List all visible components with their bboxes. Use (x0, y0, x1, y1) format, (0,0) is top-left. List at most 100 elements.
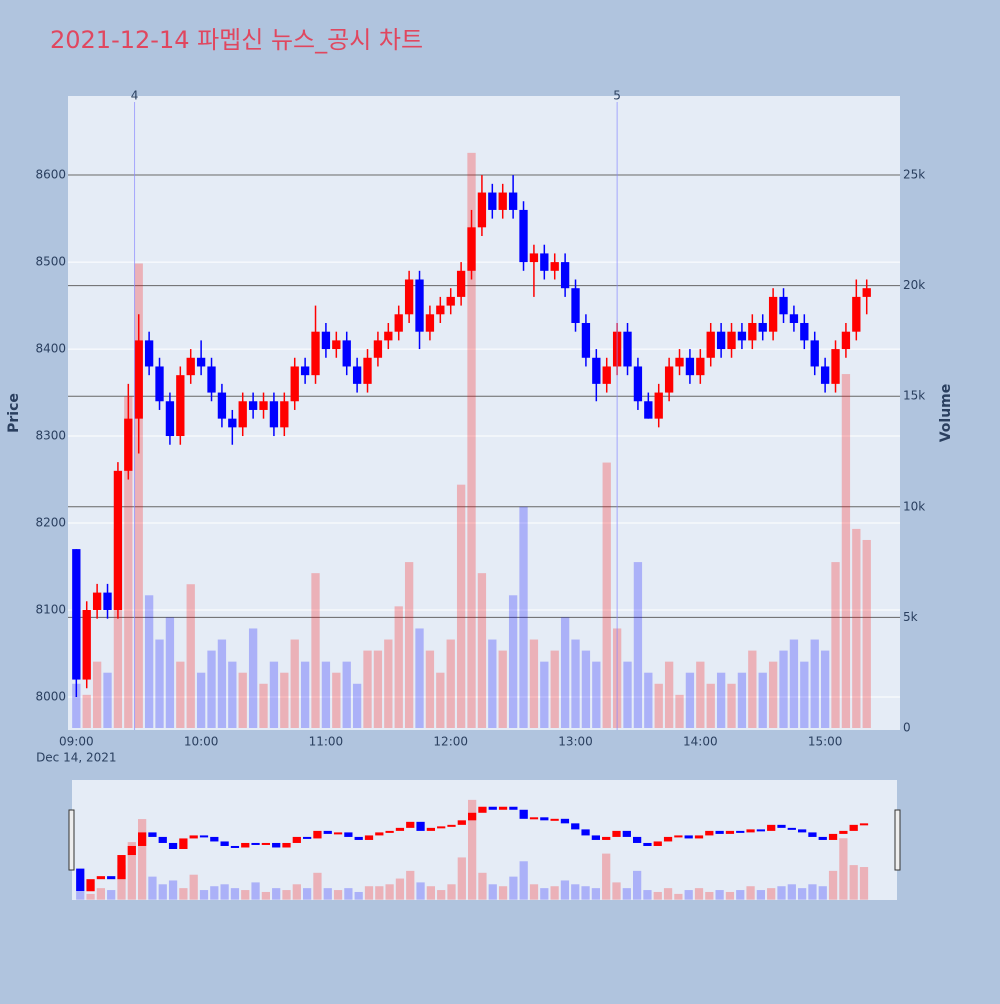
mini-volume-bar (282, 890, 291, 900)
mini-candle (282, 842, 291, 848)
volume-bar (207, 650, 216, 729)
mini-candle (395, 827, 405, 831)
candle-body (155, 366, 164, 402)
volume-bar (259, 683, 268, 729)
mini-volume-bar (818, 886, 827, 900)
volume-bar (800, 661, 809, 729)
mini-volume-bar (602, 853, 611, 900)
mini-volume-bar (406, 870, 415, 900)
candle-body (384, 331, 393, 341)
volume-bar (550, 650, 559, 729)
mini-candle (179, 838, 188, 849)
mini-candle (529, 817, 539, 820)
candle-body (404, 279, 414, 315)
candle-body (768, 296, 778, 332)
mini-candle (107, 876, 116, 880)
y-tick-label: 8300 (35, 429, 66, 443)
mini-volume-bar (519, 861, 528, 900)
mini-volume-bar (416, 882, 425, 900)
candle-body (664, 366, 674, 393)
volume-bar (342, 661, 351, 729)
candle-body (748, 322, 757, 341)
volume-bar (394, 606, 403, 729)
candle-body (144, 340, 154, 367)
volume-bar (852, 528, 861, 729)
mini-volume-bar (447, 884, 456, 900)
volume-bar (238, 672, 247, 729)
volume-bar (352, 683, 362, 729)
mini-candle (261, 842, 270, 845)
mini-volume-bar (468, 799, 477, 900)
mini-candle (839, 830, 848, 834)
mini-candle (241, 842, 250, 848)
candle-body (841, 331, 851, 350)
mini-volume-bar (705, 891, 714, 900)
range-handle[interactable] (894, 809, 901, 871)
candle-body (716, 331, 726, 350)
mini-volume-bar (96, 888, 105, 900)
candle-body (290, 366, 299, 402)
candle-body (176, 375, 185, 437)
mini-volume-bar (581, 886, 590, 900)
annotation-label: 5 (613, 89, 621, 103)
volume-bar (446, 639, 455, 729)
mini-candle (725, 830, 735, 834)
candle-body (103, 592, 112, 610)
mini-candle (540, 817, 549, 821)
mini-volume-bar (849, 865, 858, 900)
mini-volume-bar (375, 886, 384, 900)
mini-volume-bar (633, 870, 642, 900)
candle-body (508, 192, 518, 210)
mini-candle (447, 824, 456, 827)
mini-candle (560, 818, 570, 824)
volume-bar (664, 661, 674, 729)
mini-volume-bar (354, 891, 363, 900)
range-slider[interactable] (72, 780, 897, 900)
x-tick-label: 09:00 (59, 735, 94, 749)
mini-volume-bar (715, 890, 724, 900)
mini-candle (344, 832, 353, 837)
volume-bar (779, 650, 788, 729)
mini-volume-bar (694, 888, 704, 900)
candle-body (113, 470, 123, 610)
volume-bar (758, 672, 767, 729)
mini-volume-bar (798, 888, 807, 900)
mini-candle (622, 830, 631, 837)
volume-bar (592, 661, 601, 729)
volume-bar (508, 595, 518, 729)
candle-body (633, 366, 643, 402)
volume-bar (186, 584, 195, 729)
mini-volume-bar (148, 876, 157, 900)
mini-candle (437, 826, 446, 829)
volume-bar (103, 672, 112, 729)
volume-bar (623, 661, 632, 729)
volume-bar (332, 672, 341, 729)
mini-candle (663, 836, 673, 842)
volume-bar (831, 562, 840, 729)
range-handle[interactable] (68, 809, 75, 871)
volume-bar (144, 595, 154, 729)
mini-volume-bar (653, 891, 662, 900)
mini-candle (76, 868, 85, 892)
mini-volume-bar (230, 888, 240, 900)
volume-bar (519, 506, 528, 729)
mini-candle (148, 832, 157, 837)
mini-volume-bar (643, 890, 652, 900)
candle-body (529, 253, 539, 263)
mini-volume-bar (540, 888, 549, 900)
candle-body (820, 366, 830, 384)
mini-volume-bar (777, 886, 786, 900)
candle-body (217, 392, 227, 419)
mini-volume-bar (560, 880, 570, 900)
volume-bar (113, 528, 123, 729)
mini-volume-bar (622, 888, 631, 900)
mini-candle (581, 829, 590, 836)
mini-candle (498, 806, 508, 810)
volume-bar (425, 650, 435, 729)
y-tick-label: 8600 (35, 168, 66, 182)
volume-bar (134, 263, 143, 729)
volume-bar (248, 628, 258, 729)
mini-candle (354, 836, 363, 840)
mini-volume-bar (457, 857, 466, 900)
mini-candle (210, 836, 219, 842)
